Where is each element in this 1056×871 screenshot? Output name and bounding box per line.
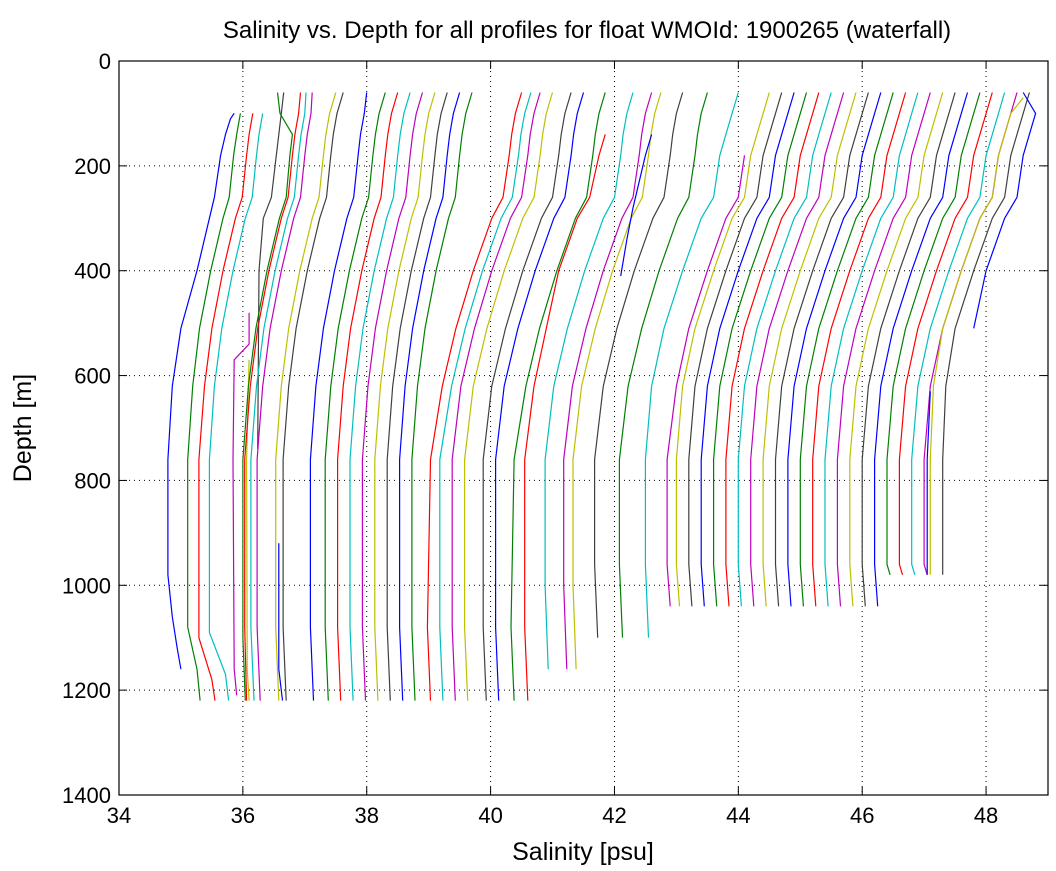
profile-line-53 [836, 92, 931, 607]
x-tick-label: 42 [602, 803, 626, 828]
y-tick-label: 1200 [62, 678, 111, 703]
chart-title: Salinity vs. Depth for all profiles for … [223, 17, 951, 44]
profile-line-57 [886, 92, 981, 575]
profile-line-56 [873, 92, 969, 607]
profile-line-45 [737, 92, 832, 607]
y-axis: 0 200 400 600 800 1000 1200 1400 [62, 49, 1048, 808]
profile-line-5 [232, 312, 250, 696]
profile-line-13 [275, 92, 337, 701]
profile-line-7 [257, 92, 285, 450]
profile-line-18 [349, 92, 411, 701]
profile-line-46 [750, 92, 845, 607]
profile-line-39 [666, 155, 746, 607]
profile-line-31 [524, 134, 606, 701]
y-tick-label: 1000 [62, 573, 111, 598]
profile-line-14 [282, 92, 344, 701]
profile-line-22 [399, 92, 461, 701]
profile-line-42 [700, 92, 795, 607]
x-tick-label: 44 [726, 803, 750, 828]
x-tick-label: 34 [107, 803, 131, 828]
profile-line-49 [787, 92, 882, 607]
profile-line-25 [439, 92, 532, 701]
x-axis-title: Salinity [psu] [512, 838, 654, 866]
profile-line-41 [688, 92, 783, 607]
y-tick-label: 1400 [62, 783, 111, 808]
y-tick-label: 200 [74, 154, 111, 179]
x-tick-label: 40 [478, 803, 502, 828]
profile-line-35 [593, 92, 684, 638]
profile-line-4 [208, 113, 264, 701]
profile-line-38 [644, 92, 739, 638]
profile-line-27 [464, 92, 554, 701]
profile-line-9 [242, 92, 293, 701]
profile-line-23 [411, 92, 473, 701]
profile-line-19 [361, 92, 424, 701]
profile-line-24 [426, 92, 523, 701]
profile-line-43 [712, 92, 808, 607]
profile-line-36 [618, 92, 708, 638]
profile-line-6 [246, 359, 250, 701]
profile-line-3 [198, 113, 254, 701]
profile-line-51 [812, 92, 907, 607]
y-axis-title: Depth [m] [9, 374, 37, 482]
y-tick-label: 800 [74, 468, 111, 493]
profile-line-29 [495, 92, 585, 701]
profile-line-58 [898, 92, 993, 575]
profile-line-63 [973, 92, 1037, 329]
profile-line-33 [563, 92, 653, 670]
profile-line-44 [725, 92, 820, 607]
profile-line-1 [167, 113, 235, 670]
profile-line-2 [187, 113, 241, 701]
x-tick-label: 36 [231, 803, 255, 828]
profile-line-50 [799, 92, 894, 607]
profile-line-8 [278, 543, 284, 701]
y-tick-label: 400 [74, 259, 111, 284]
profile-line-34 [572, 92, 662, 670]
profile-line-64 [926, 391, 931, 575]
profile-line-32 [544, 92, 634, 670]
profile-line-10 [244, 92, 302, 701]
profile-line-11 [250, 92, 307, 701]
profile-line-15 [309, 92, 368, 701]
profile-line-17 [337, 92, 399, 701]
profile-line-12 [256, 92, 313, 701]
profile-line-47 [762, 92, 857, 607]
x-axis: 34 36 38 40 42 44 46 48 [107, 61, 998, 828]
profile-line-21 [386, 92, 448, 701]
x-tick-label: 46 [850, 803, 874, 828]
x-tick-label: 38 [354, 803, 378, 828]
profile-line-62 [942, 92, 1030, 575]
profile-line-48 [774, 92, 869, 607]
profile-line-55 [861, 92, 956, 607]
plot-frame [118, 60, 1049, 796]
series-layer [167, 92, 1037, 701]
profile-line-52 [824, 92, 919, 607]
y-tick-label: 0 [99, 49, 111, 74]
profile-line-61 [929, 97, 1024, 575]
profile-line-20 [374, 92, 436, 701]
profile-line-28 [482, 92, 572, 701]
x-tick-label: 48 [974, 803, 998, 828]
profile-line-54 [849, 92, 944, 607]
profile-line-59 [911, 92, 1006, 575]
profile-line-16 [324, 92, 386, 701]
profile-line-30 [510, 92, 606, 701]
profile-line-37 [620, 134, 653, 277]
profile-line-26 [451, 92, 541, 701]
y-tick-label: 600 [74, 364, 111, 389]
profile-line-40 [675, 92, 770, 607]
